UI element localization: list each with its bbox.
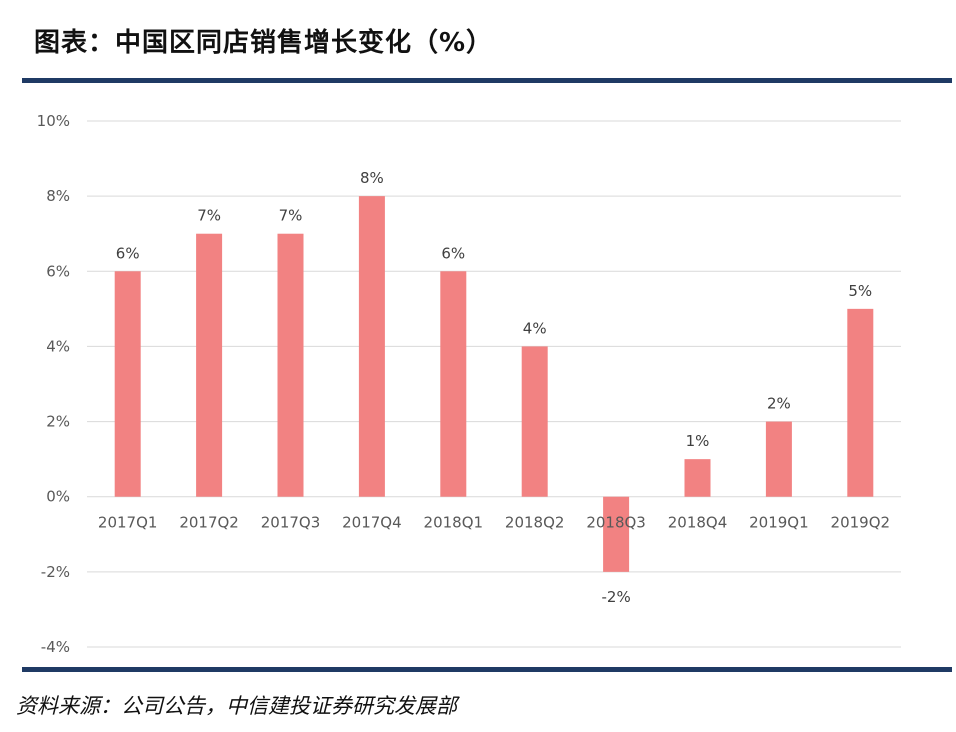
data-label: 8% [360,169,384,187]
bar-chart: 10%8%6%4%2%0%-2%-4% 2017Q1 2017Q2 2017Q3 20… [37,112,901,656]
gridlines [87,120,901,648]
top-divider [22,78,952,83]
y-tick-label: 10% [37,112,70,130]
data-label: 5% [848,282,872,300]
bar-2017Q1 [114,271,141,497]
data-label: -2% [601,588,630,606]
x-tick-label: 2018Q4 [668,514,728,532]
bar-2017Q3 [277,233,304,497]
y-tick-label: 6% [46,262,70,280]
y-tick-label: 2% [46,413,70,431]
bar-2018Q4 [684,459,711,497]
bar-2018Q3 [603,496,630,572]
y-tick-label: -2% [41,563,70,581]
data-label: 7% [197,207,221,225]
y-axis-tick-labels: 10% 8% 6% 4% 2% 0% -2% -4% [37,112,70,656]
x-tick-label: 2017Q2 [179,514,239,532]
data-label: 2% [767,395,791,413]
chart-title: 图表：中国区同店销售增长变化（%） [34,28,494,58]
bar-2017Q4 [358,196,385,497]
bar-2018Q2 [521,346,548,497]
bar-2017Q2 [196,233,223,497]
data-labels: 6% 7% 7% 8% 6% 4% -2% 1% 2% 5% [116,169,872,606]
x-tick-label: 2019Q2 [831,514,891,532]
y-tick-label: -4% [41,638,70,656]
x-tick-label: 2018Q3 [586,514,646,532]
x-tick-label: 2018Q1 [424,514,484,532]
data-label: 1% [686,432,710,450]
y-tick-label: 4% [46,337,70,355]
x-axis-tick-labels: 2017Q1 2017Q2 2017Q3 2017Q4 2018Q1 2018Q2 2018… [98,514,890,532]
x-tick-label: 2018Q2 [505,514,565,532]
data-label: 7% [279,207,303,225]
source-note: 资料来源：公司公告，中信建投证券研究发展部 [16,694,457,718]
data-label: 4% [523,319,547,337]
x-tick-label: 2019Q1 [749,514,809,532]
x-tick-label: 2017Q4 [342,514,402,532]
y-tick-label: 0% [46,488,70,506]
x-tick-label: 2017Q3 [261,514,321,532]
bars [114,196,874,572]
data-label: 6% [441,244,465,262]
bar-2019Q1 [765,421,792,497]
data-label: 6% [116,244,140,262]
bottom-divider [22,667,952,672]
x-tick-label: 2017Q1 [98,514,158,532]
y-tick-label: 8% [46,187,70,205]
bar-2019Q2 [847,308,874,497]
bar-2018Q1 [440,271,467,497]
